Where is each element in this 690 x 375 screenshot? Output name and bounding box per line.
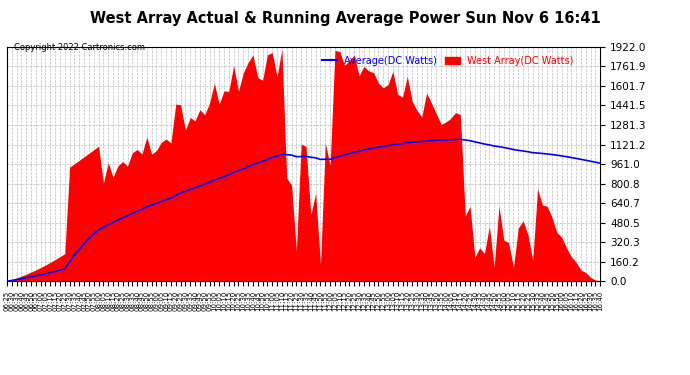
Legend: Average(DC Watts), West Array(DC Watts): Average(DC Watts), West Array(DC Watts) (318, 52, 578, 69)
Text: Copyright 2022 Cartronics.com: Copyright 2022 Cartronics.com (14, 43, 145, 52)
Text: West Array Actual & Running Average Power Sun Nov 6 16:41: West Array Actual & Running Average Powe… (90, 11, 600, 26)
